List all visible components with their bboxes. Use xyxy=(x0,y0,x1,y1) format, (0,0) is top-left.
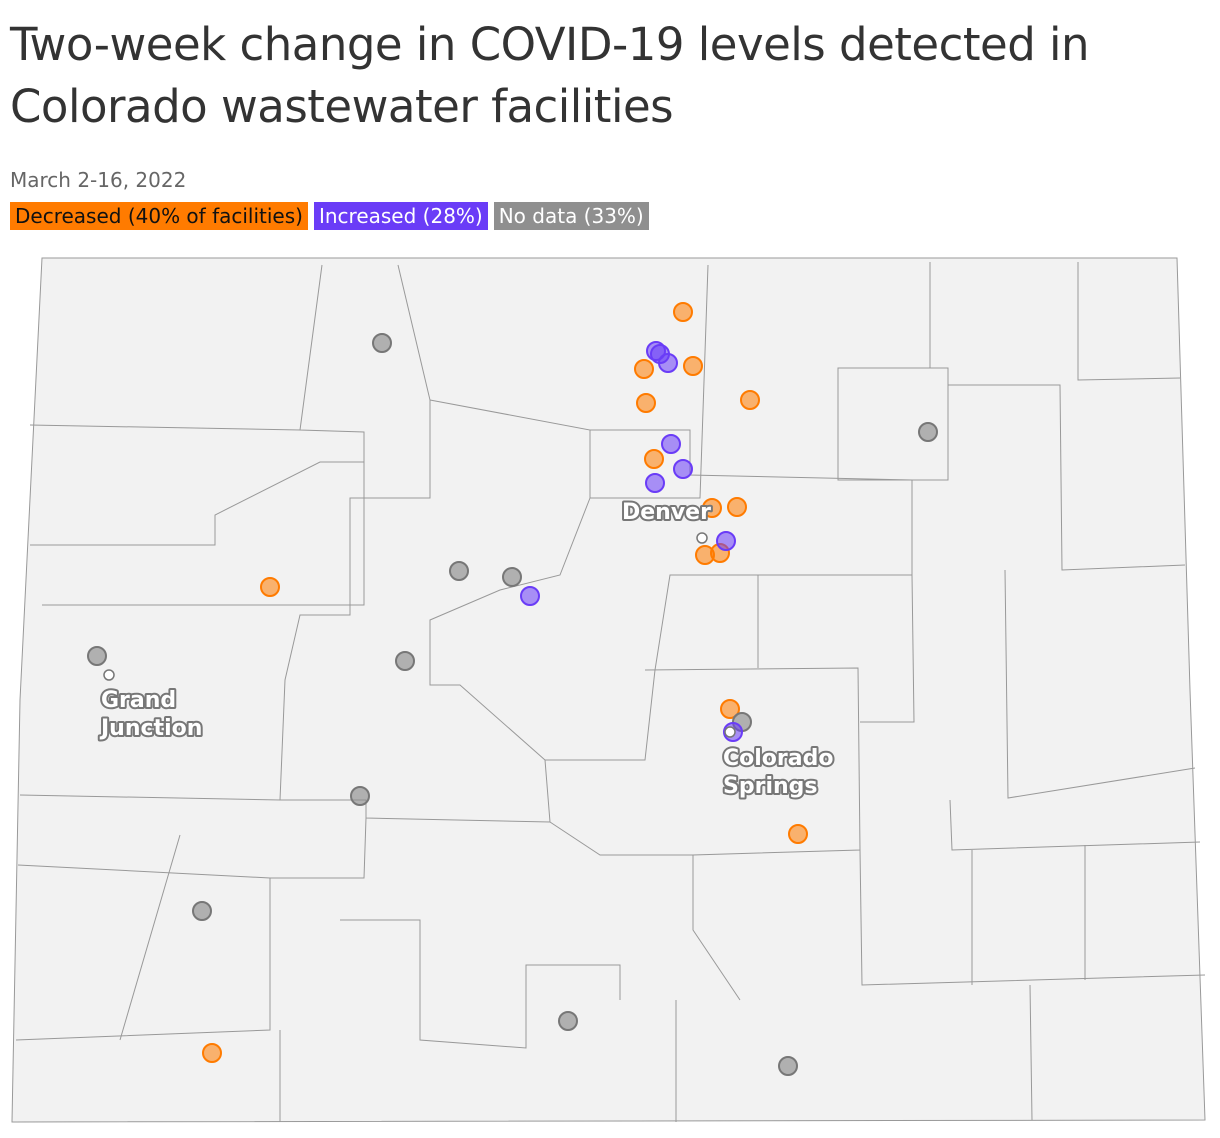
place-label: Denver xyxy=(622,500,711,525)
decreased-dot xyxy=(636,393,656,413)
place-label: Grand xyxy=(101,688,176,713)
place-label: Junction xyxy=(99,716,202,741)
decreased-dot xyxy=(634,359,654,379)
county-lines xyxy=(15,262,1206,1122)
decreased-dot xyxy=(644,449,664,469)
no-data-dot xyxy=(558,1011,578,1031)
increased-dot xyxy=(645,473,665,493)
legend-item: Decreased (40% of facilities) xyxy=(10,202,308,230)
decreased-dot xyxy=(683,356,703,376)
city-marker xyxy=(103,669,115,681)
legend: Decreased (40% of facilities) Increased … xyxy=(10,202,649,230)
increased-dot xyxy=(673,459,693,479)
title: Two-week change in COVID-19 levels detec… xyxy=(10,18,1090,133)
no-data-dot xyxy=(87,646,107,666)
decreased-dot xyxy=(788,824,808,844)
legend-item: Increased (28%) xyxy=(313,202,488,230)
state-outline xyxy=(11,257,1206,1123)
city-marker xyxy=(696,532,708,544)
no-data-dot xyxy=(192,901,212,921)
decreased-dot xyxy=(202,1043,222,1063)
place-label: Colorado xyxy=(723,746,833,771)
no-data-dot xyxy=(918,422,938,442)
city-marker xyxy=(724,726,736,738)
place-label: Springs xyxy=(723,774,818,799)
no-data-dot xyxy=(372,333,392,353)
no-data-dot xyxy=(395,651,415,671)
decreased-dot xyxy=(702,498,722,518)
decreased-dot xyxy=(720,699,740,719)
decreased-dot xyxy=(260,577,280,597)
decreased-dot xyxy=(673,302,693,322)
increased-dot xyxy=(658,353,678,373)
legend-item: No data (33%) xyxy=(493,202,649,230)
increased-dot xyxy=(716,531,736,551)
no-data-dot xyxy=(449,561,469,581)
no-data-dot xyxy=(502,567,522,587)
facility-dots xyxy=(87,302,938,1076)
no-data-dot xyxy=(350,786,370,806)
increased-dot xyxy=(520,586,540,606)
increased-dot xyxy=(661,434,681,454)
no-data-dot xyxy=(778,1056,798,1076)
decreased-dot xyxy=(727,497,747,517)
decreased-dot xyxy=(740,390,760,410)
subtitle: March 2-16, 2022 xyxy=(10,168,187,192)
